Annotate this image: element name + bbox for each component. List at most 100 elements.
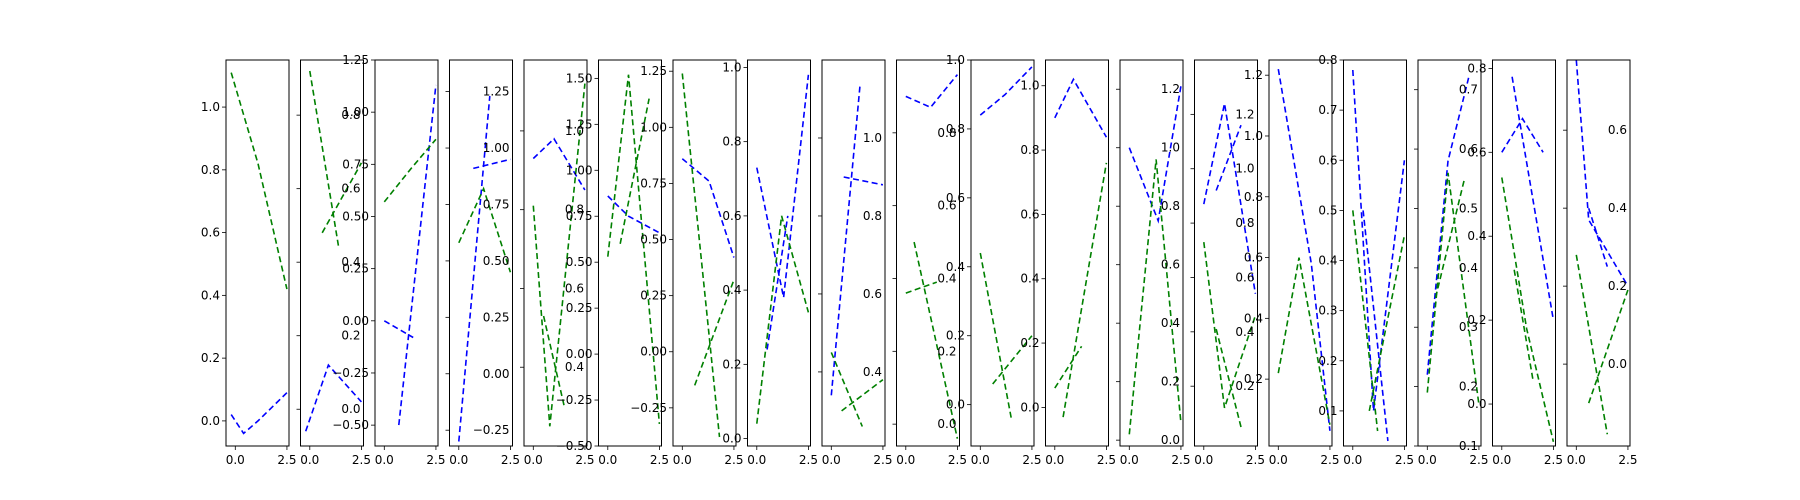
panel-10-green-line-2 bbox=[913, 241, 959, 439]
panel-19-x-tick-label-1: 0.0 bbox=[1567, 453, 1586, 467]
panel-2-y-tick-label-1: 0.0 bbox=[341, 402, 360, 416]
panel-13-y-tick-label-1: 0.0 bbox=[1161, 433, 1180, 447]
panel-3-y-tick-label-1: −0.50 bbox=[332, 418, 369, 432]
panel-12-green-line-2 bbox=[1062, 162, 1108, 418]
panel-13-x-tick-label-1: 0.0 bbox=[1120, 453, 1139, 467]
panel-10-x-tick-label-1: 0.0 bbox=[896, 453, 915, 467]
panel-18-blue-line-1 bbox=[1501, 117, 1544, 153]
panel-19-y-tick-label-2: 0.2 bbox=[1608, 279, 1627, 293]
panel-8-blue-line-2 bbox=[766, 215, 789, 350]
panel-10-green-line-1 bbox=[905, 281, 938, 294]
panel-5-y-tick-label-3: 0.8 bbox=[565, 203, 584, 217]
panel-19-blue-line-2 bbox=[1587, 207, 1609, 267]
panel-9-x-tick-label-1: 0.0 bbox=[822, 453, 841, 467]
panel-2-y-tick-label-4: 0.6 bbox=[341, 182, 360, 196]
panel-3-blue-line-2 bbox=[398, 84, 437, 426]
panel-7-y-tick-label-4: 0.25 bbox=[640, 289, 667, 303]
panel-8-green-line-1 bbox=[756, 215, 810, 424]
panel-6-y-tick-label-4: 0.25 bbox=[566, 301, 593, 315]
panel-11-x-tick-label-1: 0.0 bbox=[971, 453, 990, 467]
panel-15-y-tick-label-4: 0.8 bbox=[1244, 190, 1263, 204]
panel-17-y-tick-label-5: 0.5 bbox=[1459, 201, 1478, 215]
panel-18-green-line-2 bbox=[1513, 269, 1534, 380]
panel-4-y-tick-label-1: −0.25 bbox=[473, 423, 510, 437]
panel-1-x-tick-label-2: 2.5 bbox=[277, 453, 296, 467]
panel-3-blue-line-1 bbox=[383, 320, 414, 339]
panel-18-blue-line-2 bbox=[1511, 76, 1555, 321]
panel-17-y-tick-label-2: 0.2 bbox=[1459, 380, 1478, 394]
panel-8-y-tick-label-4: 0.6 bbox=[722, 209, 741, 223]
panel-4: 0.0 2.5 −0.25 0.00 0.25 0.50 0.75 1.00 1.25 bbox=[445, 59, 520, 467]
panel-13-y-tick-label-4: 0.6 bbox=[1161, 258, 1180, 272]
panel-16-green-line-1 bbox=[1352, 210, 1379, 432]
panel-12-y-tick-label-4: 0.6 bbox=[1020, 207, 1039, 221]
panel-2-green-line-1 bbox=[309, 70, 340, 248]
panel-16-y-tick-label-1: 0.1 bbox=[1318, 404, 1337, 418]
panel-19-frame bbox=[1566, 59, 1631, 447]
panel-11-y-tick-label-1: 0.0 bbox=[946, 398, 965, 412]
panel-9-y-tick-label-4: 1.0 bbox=[863, 131, 882, 145]
panel-19-y-tick-label-3: 0.4 bbox=[1608, 201, 1627, 215]
panel-10: 0.0 2.5 0.0 0.2 0.4 0.6 0.8 bbox=[892, 59, 967, 467]
panel-15-frame bbox=[1268, 59, 1333, 447]
panel-15-x-tick-label-1: 0.0 bbox=[1269, 453, 1288, 467]
panel-13-y-tick-label-5: 0.8 bbox=[1161, 199, 1180, 213]
panel-4-frame bbox=[449, 59, 513, 447]
panel-18: 0.0 2.5 0.0 0.2 0.4 0.6 0.8 bbox=[1467, 59, 1563, 467]
panel-6-green-line-1 bbox=[607, 74, 661, 424]
panel-2: 0.0 2.5 0.0 0.2 0.4 0.6 0.8 bbox=[296, 59, 371, 467]
panel-10-y-tick-label-1: 0.0 bbox=[937, 417, 956, 431]
panel-4-y-tick-label-3: 0.25 bbox=[483, 310, 510, 324]
panel-4-y-tick-label-2: 0.00 bbox=[483, 367, 510, 381]
panel-3-green-line-1 bbox=[383, 138, 437, 203]
panel-15: 0.0 2.5 0.2 0.4 0.6 0.8 1.0 1.2 bbox=[1244, 59, 1339, 467]
panel-10-blue-line-1 bbox=[905, 74, 959, 109]
panel-15-y-tick-label-5: 1.0 bbox=[1244, 129, 1263, 143]
panel-7-y-tick-label-6: 0.75 bbox=[640, 176, 667, 190]
panel-1-blue-line-1 bbox=[230, 392, 288, 435]
panel-16-x-tick-label-1: 0.0 bbox=[1343, 453, 1362, 467]
panel-10-frame bbox=[896, 59, 960, 447]
panel-17-frame bbox=[1417, 59, 1482, 447]
panel-13-green-line-1 bbox=[1128, 159, 1182, 435]
panel-18-green-line-1 bbox=[1501, 177, 1555, 442]
panel-16-y-tick-label-6: 0.6 bbox=[1318, 153, 1337, 167]
panel-19-y-tick-label-1: 0.0 bbox=[1608, 357, 1627, 371]
panel-4-blue-line-2 bbox=[473, 158, 511, 170]
panel-3-y-tick-label-8: 1.25 bbox=[342, 53, 369, 67]
panel-12-x-tick-label-2: 2.5 bbox=[1097, 453, 1116, 467]
panel-9-green-line-1 bbox=[830, 352, 864, 427]
panel-2-green-line-2 bbox=[321, 162, 363, 234]
panel-9-y-tick-label-3: 0.8 bbox=[863, 209, 882, 223]
panel-9-blue-line-1 bbox=[830, 83, 861, 396]
panel-4-y-tick-label-4: 0.50 bbox=[483, 254, 510, 268]
panel-14-x-tick-label-2: 2.5 bbox=[1246, 453, 1265, 467]
panel-19-y-tick-label-4: 0.6 bbox=[1608, 123, 1627, 137]
panel-8: 0.0 2.5 0.0 0.2 0.4 0.6 0.8 1.0 bbox=[722, 59, 818, 467]
panel-6-y-tick-label-8: 1.25 bbox=[566, 117, 593, 131]
panel-14-y-tick-label-2: 0.4 bbox=[1235, 325, 1254, 339]
panel-15-blue-line-1 bbox=[1277, 68, 1331, 431]
panel-7-blue-line-1 bbox=[681, 158, 735, 258]
panel-6-frame bbox=[598, 59, 662, 447]
panel-8-frame bbox=[747, 59, 811, 447]
panel-18-y-tick-label-2: 0.2 bbox=[1467, 313, 1486, 327]
panel-4-x-tick-label-1: 0.0 bbox=[449, 453, 468, 467]
panel-13-blue-line-1 bbox=[1128, 86, 1182, 224]
panel-5-y-tick-label-4: 1.0 bbox=[565, 124, 584, 138]
panel-13-y-tick-label-6: 1.0 bbox=[1161, 141, 1180, 155]
panel-15-green-line-1 bbox=[1277, 257, 1331, 425]
panel-19: 0.0 2.5 0.0 0.2 0.4 0.6 bbox=[1563, 59, 1637, 467]
panel-12-green-line-1 bbox=[1054, 345, 1083, 389]
panel-11-green-line-1 bbox=[979, 252, 1013, 419]
panel-17: 0.0 2.50.10.20.30.40.50.60.7 bbox=[1414, 59, 1488, 467]
panel-3-y-tick-label-4: 0.25 bbox=[342, 262, 369, 276]
panel-2-y-tick-label-5: 0.8 bbox=[341, 108, 360, 122]
panel-17-blue-line-1 bbox=[1426, 77, 1470, 375]
panel-11-y-tick-label-6: 1.0 bbox=[946, 53, 965, 67]
panel-9: 0.0 2.5 0.4 0.6 0.8 1.0 bbox=[818, 59, 892, 467]
panel-17-y-tick-label-6: 0.6 bbox=[1459, 142, 1478, 156]
panel-3-y-tick-label-6: 0.75 bbox=[342, 157, 369, 171]
panel-2-y-tick-label-3: 0.4 bbox=[341, 255, 360, 269]
panel-9-y-tick-label-2: 0.6 bbox=[863, 287, 882, 301]
